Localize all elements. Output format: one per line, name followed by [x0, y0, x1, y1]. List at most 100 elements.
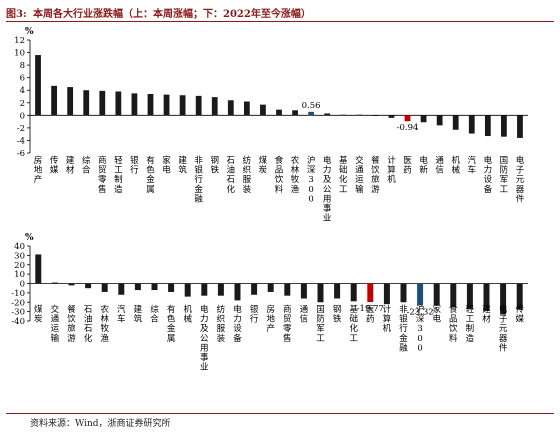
x-tick-label: 房地产	[34, 155, 43, 185]
y-tick-label: 30	[14, 251, 25, 261]
bar-0-22	[388, 115, 395, 118]
bar-1-13	[251, 283, 258, 295]
x-tick-label: 建筑	[134, 304, 143, 325]
x-tick-label: 电力及公用事业	[200, 304, 209, 373]
x-tick-label: 有色金属	[167, 304, 176, 344]
header-rule	[6, 21, 554, 22]
x-tick-label: 轻工制造	[466, 304, 475, 344]
figure-label: 图3:	[6, 9, 27, 20]
x-tick-label: 商贸零售	[283, 304, 292, 344]
y-tick-label: 2	[20, 99, 25, 109]
y-tick-label: 10	[14, 49, 25, 59]
bar-1-27	[483, 283, 490, 311]
x-tick-label: 机械	[183, 304, 192, 325]
bar-1-4	[101, 283, 108, 292]
y-tick-label: 10	[14, 270, 25, 280]
bar-0-5	[115, 91, 122, 116]
x-tick-label: 钢铁	[210, 155, 219, 176]
x-tick-label: 医药	[403, 156, 412, 176]
bar-1-3	[85, 283, 92, 289]
data-label: -23.32	[406, 307, 433, 317]
x-tick-label: 石油石化	[227, 156, 236, 195]
y-tick-label: -4	[17, 136, 25, 146]
bar-1-7	[151, 283, 158, 291]
y-tick-label: -6	[17, 149, 25, 159]
bar-0-23	[404, 115, 411, 122]
x-tick-label: 煤炭	[259, 155, 268, 176]
x-tick-label: 轻工制造	[114, 155, 123, 195]
bar-0-24	[420, 115, 427, 123]
x-tick-label: 有色金属	[146, 155, 155, 195]
bar-0-0	[35, 55, 41, 116]
figure-title: 本周各大行业涨跌幅（上：本周涨幅；下：2022年至今涨幅）	[33, 9, 311, 20]
bar-0-18	[324, 113, 331, 116]
bar-0-19	[340, 114, 347, 116]
bar-0-4	[99, 90, 106, 116]
bar-1-14	[267, 283, 274, 292]
x-tick-label: 计算机	[383, 304, 392, 334]
x-tick-label: 基础化工	[339, 155, 348, 195]
bar-0-27	[468, 115, 475, 134]
x-tick-label: 交通运输	[51, 304, 60, 344]
x-tick-label: 综合	[150, 304, 159, 325]
x-tick-label: 汽车	[468, 155, 477, 176]
bar-1-18	[334, 283, 341, 299]
bar-1-17	[317, 283, 324, 303]
x-tick-label: 纺织服装	[217, 304, 226, 344]
x-tick-label: 计算机	[387, 155, 396, 185]
bar-0-16	[292, 110, 298, 116]
x-tick-label: 综合	[82, 155, 91, 176]
bar-1-8	[168, 283, 175, 292]
x-tick-label: 传媒	[50, 155, 59, 176]
bar-1-28	[500, 283, 507, 315]
x-tick-label: 非银行金融	[194, 155, 203, 204]
x-tick-label: 餐饮旅游	[371, 156, 380, 195]
bar-0-17	[308, 111, 315, 116]
bar-0-25	[436, 115, 443, 126]
bar-1-0	[35, 254, 42, 284]
bar-1-21	[383, 283, 390, 305]
bar-1-10	[201, 283, 208, 296]
bar-0-15	[276, 109, 282, 116]
unit-label: %	[25, 27, 34, 37]
x-tick-label: 钢铁	[333, 304, 342, 325]
data-label: 0.56	[302, 101, 321, 111]
x-tick-label: 纺织服装	[243, 155, 252, 195]
bar-1-22	[400, 283, 407, 303]
x-tick-label: 机械	[451, 155, 460, 176]
y-tick-label: 0	[20, 111, 25, 121]
x-tick-label: 煤炭	[34, 304, 43, 325]
bar-1-6	[134, 283, 141, 291]
y-tick-label: 12	[14, 36, 25, 46]
x-tick-label: 国防军工	[500, 156, 509, 195]
y-tick-label: 6	[20, 74, 25, 84]
source-note: 资料来源：Wind，浙商证券研究所	[30, 419, 171, 429]
bar-0-30	[517, 115, 523, 138]
x-tick-label: 房地产	[266, 304, 275, 334]
bar-0-14	[260, 104, 266, 116]
x-tick-label: 汽车	[117, 304, 126, 325]
bar-1-12	[234, 283, 241, 301]
y-tick-label: -10	[11, 289, 25, 299]
x-tick-label: 电力设备	[484, 155, 493, 195]
bar-0-10	[195, 95, 202, 116]
x-tick-label: 交通运输	[355, 155, 364, 195]
y-tick-label: -30	[11, 308, 25, 318]
x-tick-label: 沪深 3 0 0	[307, 155, 316, 204]
bar-1-29	[516, 283, 523, 310]
x-tick-label: 传媒	[515, 304, 524, 325]
x-tick-label: 建筑	[178, 155, 187, 176]
x-tick-label: 非银行金融	[399, 304, 408, 353]
x-tick-label: 餐饮旅游	[67, 305, 76, 344]
bar-1-1	[51, 282, 58, 284]
x-tick-label: 电力设备	[233, 304, 242, 344]
bar-1-25	[450, 283, 457, 307]
y-tick-label: 40	[14, 242, 25, 252]
x-tick-label: 电力及公用事业	[323, 155, 332, 224]
bar-0-1	[51, 85, 57, 116]
bar-0-9	[179, 95, 186, 116]
bar-1-24	[433, 283, 440, 306]
bar-0-11	[211, 97, 218, 116]
x-tick-label: 食品饮料	[275, 155, 284, 195]
